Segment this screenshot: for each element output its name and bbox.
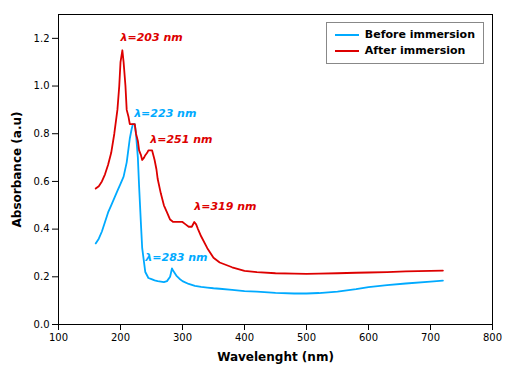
svg-text:400: 400 bbox=[235, 332, 254, 343]
svg-text:700: 700 bbox=[421, 332, 440, 343]
html-text:Before immersion: Before immersion bbox=[364, 28, 475, 41]
svg-text:600: 600 bbox=[359, 332, 378, 343]
svg-text:200: 200 bbox=[111, 332, 130, 343]
svg-text:0.2: 0.2 bbox=[34, 271, 50, 282]
svg-text:Wavelenght (nm): Wavelenght (nm) bbox=[217, 350, 334, 364]
svg-text:800: 800 bbox=[483, 332, 502, 343]
svg-text:λ=283 nm: λ=283 nm bbox=[144, 251, 207, 264]
svg-text:λ=251 nm: λ=251 nm bbox=[149, 133, 212, 146]
html-text:After immersion: After immersion bbox=[364, 44, 466, 57]
svg-text:500: 500 bbox=[297, 332, 316, 343]
svg-text:λ=203 nm: λ=203 nm bbox=[120, 31, 183, 44]
svg-text:100: 100 bbox=[49, 332, 68, 343]
svg-text:0.8: 0.8 bbox=[34, 128, 50, 139]
svg-text:λ=319 nm: λ=319 nm bbox=[193, 200, 256, 213]
svg-text:λ=223 nm: λ=223 nm bbox=[133, 107, 196, 120]
svg-text:0.0: 0.0 bbox=[34, 319, 50, 330]
svg-text:0.6: 0.6 bbox=[34, 176, 50, 187]
svg-text:300: 300 bbox=[173, 332, 192, 343]
svg-text:1.0: 1.0 bbox=[34, 80, 50, 91]
svg-text:Absorbance (a.u): Absorbance (a.u) bbox=[10, 111, 24, 227]
svg-text:1.2: 1.2 bbox=[34, 33, 50, 44]
svg-text:0.4: 0.4 bbox=[34, 223, 50, 234]
